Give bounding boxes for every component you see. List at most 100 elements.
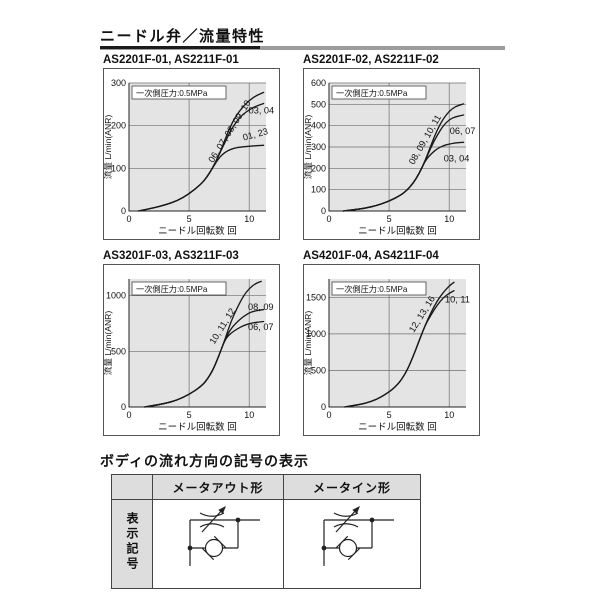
curve-label: 06, 07 (248, 322, 274, 332)
x-axis-label: ニードル回転数 回 (358, 225, 437, 237)
flow-curve (343, 290, 455, 408)
adjust-arrow-head (218, 505, 226, 514)
symbol-table-header-row: メータアウト形 メータイン形 (111, 474, 421, 500)
title-rule-black (100, 46, 260, 49)
y-tick-label: 500 (311, 99, 326, 109)
x-tick-label: 0 (326, 410, 331, 420)
legend-label: 一次側圧力:0.5MPa (336, 88, 408, 98)
flow-control-meter-out-symbol (187, 505, 260, 566)
adjust-arrow-head (352, 505, 360, 514)
y-tick-label: 1000 (106, 291, 126, 301)
flow-chart: 10, 11, 12 08, 09 06, 07 0 500 1000 0 5 10 流量 L/m… (103, 264, 280, 436)
y-tick-label: 500 (111, 346, 126, 356)
adjust-arrow-shaft (335, 507, 359, 532)
chart-panel-4: AS4201F-04, AS4211F-04 12, 13, 16 10, 11 0… (303, 250, 480, 436)
legend-box (331, 85, 427, 100)
legend-box (331, 281, 427, 296)
y-tick-label: 300 (111, 78, 126, 88)
junction-dot (321, 545, 327, 550)
flow-curve (342, 141, 465, 212)
chart-panel-2: AS2201F-02, AS2211F-02 08, 09, 10, 11 06,… (303, 54, 480, 240)
x-tick-label: 0 (126, 410, 131, 420)
junction-dot (235, 517, 241, 522)
flow-curve (137, 144, 265, 212)
y-tick-label: 400 (311, 121, 326, 131)
chart-title: AS2201F-01, AS2211F-01 (103, 54, 239, 66)
y-tick-label: 200 (311, 163, 326, 173)
x-tick-label: 5 (187, 214, 192, 224)
corner-cell (111, 474, 153, 500)
y-axis-label: 流量 L/min(ANR) (104, 311, 113, 376)
check-valve-circle (204, 538, 224, 557)
legend-box (131, 85, 227, 100)
x-axis-label: ニードル回転数 回 (158, 421, 237, 433)
legend-label: 一次側圧力:0.5MPa (136, 88, 208, 98)
junction-dot (369, 517, 375, 522)
x-axis-label: ニードル回転数 回 (158, 225, 237, 237)
symbol-table-body-row: 表示記号 (111, 499, 421, 589)
adjust-arrow-shaft (201, 507, 225, 532)
curve-label: 03, 04 (249, 106, 275, 116)
axis-lines (328, 83, 466, 212)
x-axis-label: ニードル回転数 回 (358, 421, 437, 433)
col-header-meter-in: メータイン形 (283, 474, 421, 500)
flow-curve (143, 320, 265, 408)
y-tick-label: 100 (311, 185, 326, 195)
check-valve-circle (338, 538, 358, 557)
legend-label: 一次側圧力:0.5MPa (136, 284, 208, 294)
legend-label: 一次側圧力:0.5MPa (336, 284, 408, 294)
y-axis-label: 流量 L/min(ANR) (304, 311, 313, 376)
y-tick-label: 0 (321, 402, 326, 412)
chart-title: AS2201F-02, AS2211F-02 (303, 54, 439, 66)
axis-lines (128, 279, 266, 408)
meter-in-cell (283, 499, 421, 589)
page-title: ニードル弁／流量特性 (100, 28, 266, 45)
x-tick-label: 10 (444, 214, 454, 224)
check-valve-seat (335, 535, 361, 560)
symbol-table: メータアウト形 メータイン形 表示記号 (111, 474, 421, 589)
y-tick-label: 500 (311, 365, 326, 375)
y-axis-label: 流量 L/min(ANR) (104, 115, 113, 180)
chart-title: AS4201F-04, AS4211F-04 (303, 250, 439, 262)
throttle-arc (333, 522, 359, 528)
plot-area (129, 279, 266, 407)
col-header-meter-out: メータアウト形 (152, 474, 284, 500)
y-tick-label: 0 (121, 402, 126, 412)
throttle-arc (199, 511, 225, 517)
throttle-arc (199, 522, 225, 528)
y-tick-label: 0 (121, 206, 126, 216)
y-tick-label: 1500 (306, 292, 326, 302)
plot-area (329, 279, 466, 407)
curve-label: 10, 11 (445, 294, 470, 304)
x-tick-label: 5 (187, 410, 192, 420)
curve-label: 03, 04 (444, 154, 470, 164)
x-tick-label: 10 (444, 410, 454, 420)
flow-chart: 12, 13, 16 10, 11 0 500 1000 1500 0 5 10 流量 L/min… (303, 264, 480, 436)
y-tick-label: 0 (321, 206, 326, 216)
junction-dot (187, 545, 193, 550)
section-title: ボディの流れ方向の記号の表示 (100, 453, 310, 469)
chart-title: AS3201F-03, AS3211F-03 (103, 250, 239, 262)
x-tick-label: 5 (387, 410, 392, 420)
x-tick-label: 0 (126, 214, 131, 224)
y-tick-label: 200 (111, 121, 126, 131)
flow-chart: 08, 09, 10, 11 06, 07 03, 04 0 100 200 300 400 5… (303, 68, 480, 240)
x-tick-label: 5 (387, 214, 392, 224)
flow-control-meter-in-symbol (321, 505, 394, 566)
check-valve-seat (201, 535, 227, 560)
flow-chart: 06, 07, 08, 09, 10 03, 04 01, 23 0 100 200 300… (103, 68, 280, 240)
chart-panel-1: AS2201F-01, AS2211F-01 06, 07, 08, 09, 1… (103, 54, 280, 240)
curve-label: 06, 07 (450, 126, 476, 136)
row-header-label: 表示記号 (125, 511, 139, 572)
chart-panel-3: AS3201F-03, AS3211F-03 10, 11, 12 08, 09 0… (103, 250, 280, 436)
x-tick-label: 10 (244, 214, 254, 224)
title-rule-gray (100, 46, 505, 50)
axis-lines (128, 83, 266, 212)
y-tick-label: 100 (111, 163, 126, 173)
throttle-arc (333, 511, 359, 517)
y-axis-label: 流量 L/min(ANR) (304, 115, 313, 180)
x-tick-label: 0 (326, 214, 331, 224)
